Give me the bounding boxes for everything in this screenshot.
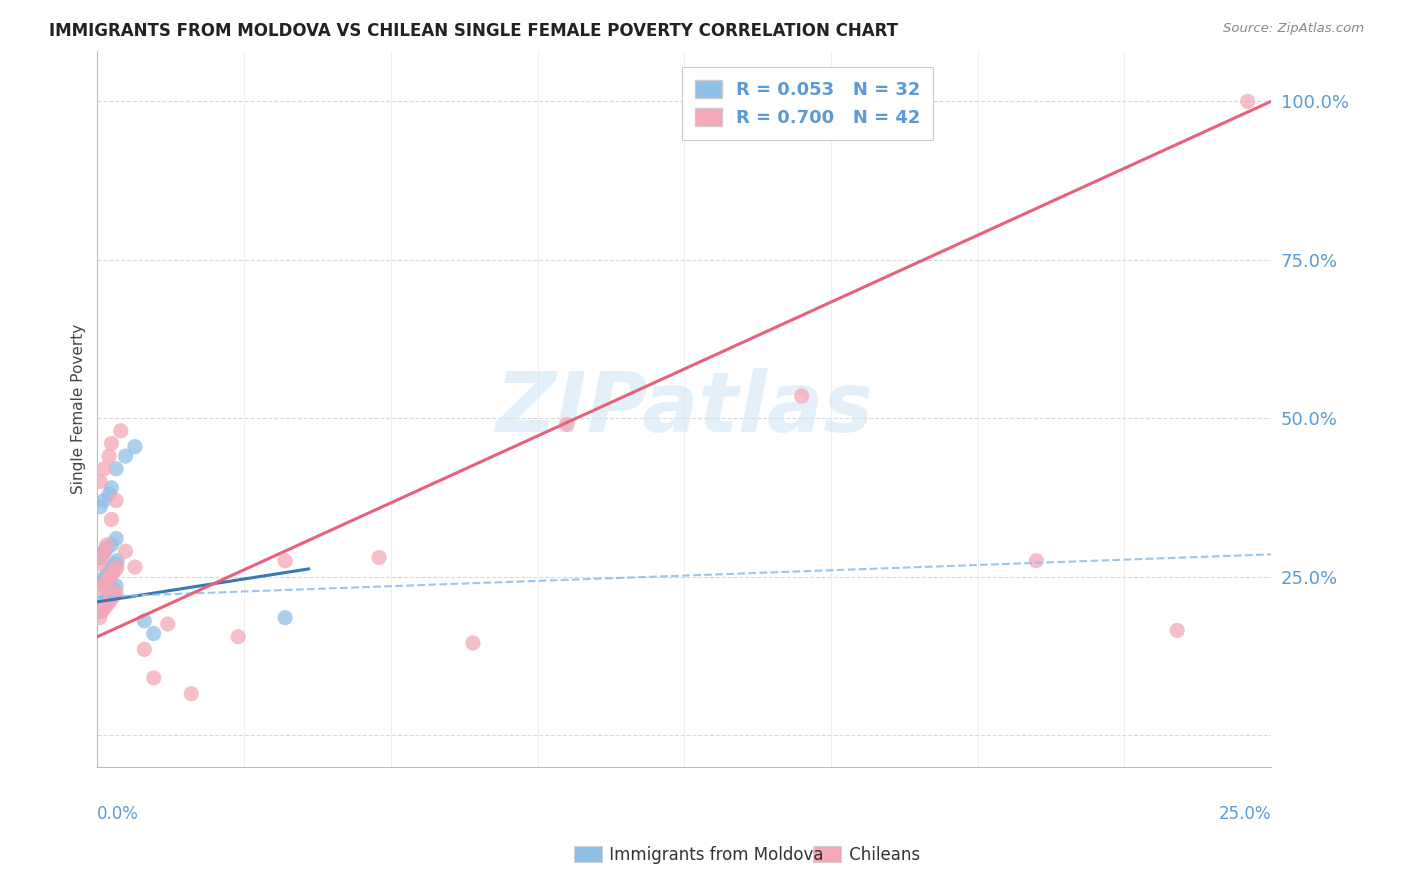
Point [91,579,114,593]
Point [91,550,114,565]
Point [96,598,118,612]
Point [105,462,128,476]
Point [98,589,121,603]
Point [93,601,115,615]
Point [104,563,127,577]
Point [105,493,128,508]
Point [1166,624,1188,638]
Point [96,591,118,606]
Point [124,440,146,454]
Point [104,557,127,571]
Point [90,582,112,597]
Point [1025,554,1047,568]
Point [91,604,114,618]
Point [89,604,111,618]
Point [114,544,136,558]
Point [93,493,115,508]
Text: 25.0%: 25.0% [1219,805,1271,823]
Text: ZIPatlas: ZIPatlas [495,368,873,450]
Point [89,500,111,514]
Point [103,589,125,603]
Point [98,595,121,609]
Point [274,554,297,568]
Point [91,547,114,561]
Point [91,601,114,615]
Point [100,538,122,552]
Point [105,579,128,593]
Point [98,449,121,463]
Point [180,687,202,701]
Point [124,560,146,574]
Text: IMMIGRANTS FROM MOLDOVA VS CHILEAN SINGLE FEMALE POVERTY CORRELATION CHART: IMMIGRANTS FROM MOLDOVA VS CHILEAN SINGL… [49,22,898,40]
Point [156,617,179,632]
Point [100,585,122,599]
Point [98,487,121,501]
Point [100,569,122,583]
Point [461,636,484,650]
Point [97,573,120,587]
Point [134,614,156,628]
Point [93,544,115,558]
Point [94,575,117,590]
Text: Immigrants from Moldova: Immigrants from Moldova [583,846,824,863]
Point [790,389,813,403]
Point [101,560,124,574]
Point [103,582,125,597]
Point [100,591,122,606]
Point [96,538,118,552]
Point [93,595,115,609]
Point [96,541,118,555]
Point [100,481,122,495]
Legend: R = 0.053   N = 32, R = 0.700   N = 42: R = 0.053 N = 32, R = 0.700 N = 42 [682,67,934,140]
Point [89,557,111,571]
Point [89,550,111,565]
Text: Source: ZipAtlas.com: Source: ZipAtlas.com [1223,22,1364,36]
Y-axis label: Single Female Poverty: Single Female Poverty [72,324,86,494]
Point [89,475,111,489]
Point [368,550,391,565]
Point [91,573,114,587]
Point [114,449,136,463]
Point [555,417,578,432]
Point [97,566,120,581]
Point [226,630,249,644]
Point [105,585,128,599]
Point [93,462,115,476]
Point [134,642,156,657]
Point [105,532,128,546]
Point [105,554,128,568]
Point [142,671,165,685]
Point [105,560,128,574]
Point [101,566,124,581]
Point [110,424,132,438]
Text: Chileans: Chileans [823,846,920,863]
Point [100,563,122,577]
Point [1236,95,1258,109]
Point [142,626,165,640]
Point [90,575,112,590]
Point [100,512,122,526]
Point [89,610,111,624]
Point [274,610,297,624]
Point [100,436,122,450]
Point [93,544,115,558]
Point [94,569,117,583]
Text: 0.0%: 0.0% [97,805,139,823]
